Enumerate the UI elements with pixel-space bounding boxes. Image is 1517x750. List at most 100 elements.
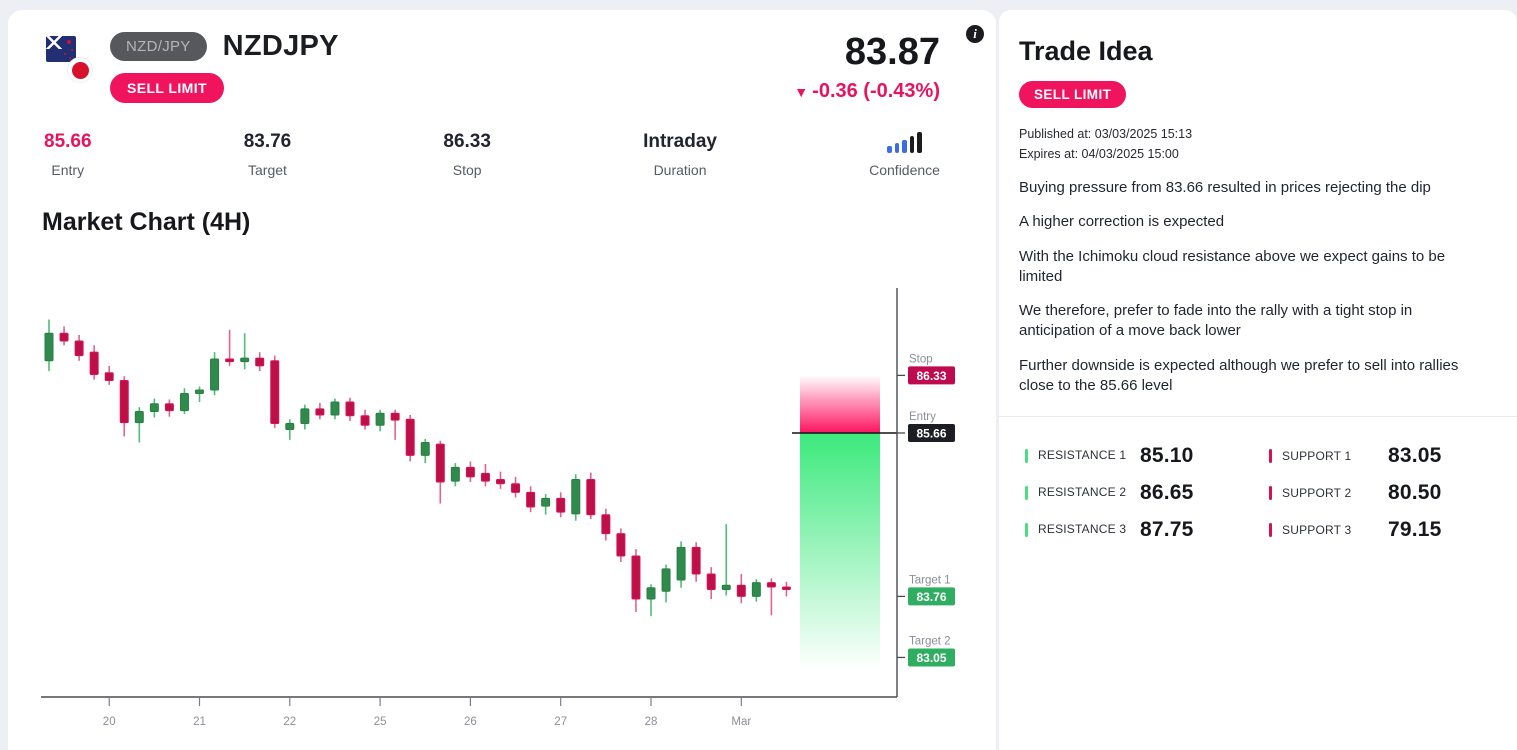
- x-tick-label: 21: [193, 716, 206, 728]
- pair-badge: NZD/JPY: [110, 32, 207, 61]
- candle-body: [781, 586, 791, 591]
- level-value: 80.50: [1388, 480, 1442, 504]
- reward-zone: [800, 433, 880, 670]
- support-tick-icon: [1269, 448, 1272, 463]
- stat-value: 83.76: [243, 131, 292, 152]
- candle-body: [646, 587, 656, 600]
- candle-body: [661, 568, 671, 592]
- level-value: 87.75: [1140, 517, 1194, 541]
- level-badge: [908, 587, 955, 606]
- level-label: SUPPORT 3: [1282, 522, 1352, 537]
- support-resistance-grid: RESISTANCE 1 85.10 SUPPORT 1 83.05 RESISTANC…: [1019, 439, 1493, 546]
- candle-body: [315, 408, 325, 416]
- resistance-tick-icon: [1025, 522, 1028, 537]
- levels-divider: [999, 416, 1517, 417]
- confidence-bar: [887, 146, 892, 153]
- info-icon[interactable]: i: [966, 25, 984, 43]
- candle-body: [405, 418, 415, 456]
- x-tick-label: 27: [554, 716, 567, 728]
- candle-body: [360, 415, 370, 426]
- x-tick-label: 25: [374, 716, 387, 728]
- level-name: Stop: [909, 353, 933, 365]
- support-row: SUPPORT 3 79.15: [1269, 513, 1493, 546]
- level-value: 86.33: [916, 369, 946, 383]
- candle-body: [300, 408, 310, 425]
- candle-body: [526, 491, 536, 508]
- candle-body: [270, 360, 280, 425]
- candle-body: [496, 478, 505, 485]
- stat-label: Target: [248, 162, 287, 178]
- currency-pair-flags: [46, 36, 94, 82]
- candle-body: [375, 412, 385, 426]
- stat-value: 85.66: [44, 131, 92, 152]
- symbol-title: NZDJPY: [222, 30, 339, 62]
- resistance-row: RESISTANCE 1 85.10: [1025, 439, 1265, 472]
- support-tick-icon: [1269, 522, 1272, 537]
- change-value: -0.36 (-0.43%): [812, 79, 940, 102]
- stat-target: 83.76 Target: [244, 131, 292, 178]
- level-badge: [908, 648, 955, 667]
- x-tick-label: 26: [464, 716, 477, 728]
- trade-idea-order-type-badge: SELL LIMIT: [1019, 81, 1127, 108]
- candle-body: [164, 403, 174, 412]
- order-type-badge: SELL LIMIT: [110, 73, 224, 103]
- candle-body: [74, 340, 84, 357]
- candle-body: [450, 466, 460, 482]
- stat-confidence: Confidence: [869, 131, 940, 178]
- instrument-header: NZD/JPY NZDJPY SELL LIMIT 83.87 ▼ -0.36 (…: [8, 10, 996, 103]
- stat-duration: Intraday Duration: [643, 131, 717, 178]
- candle-body: [706, 573, 716, 591]
- published-at: Published at: 03/03/2025 15:13: [1019, 127, 1193, 141]
- support-row: SUPPORT 2 80.50: [1269, 476, 1493, 509]
- candle-body: [195, 389, 204, 394]
- candle-body: [225, 358, 235, 363]
- candle-body: [345, 401, 355, 417]
- level-value: 86.65: [1140, 480, 1194, 504]
- candle-body: [240, 357, 250, 363]
- stats-row: 85.66 Entry 83.76 Target 86.33 Stop Intraday Du…: [8, 131, 996, 178]
- stat-value: Intraday: [643, 131, 717, 152]
- candle-body: [721, 584, 731, 591]
- level-value: 85.66: [916, 427, 946, 441]
- market-chart-svg[interactable]: 20 21 22 25 26 27 28 Mar Stop 86.33 Entry 85.66 Targ…: [8, 250, 996, 750]
- stat-label: Stop: [452, 162, 482, 178]
- last-price: 83.87: [844, 31, 940, 73]
- candle-body: [586, 478, 596, 516]
- chart-title: Market Chart (4H): [42, 208, 251, 236]
- candle-body: [751, 582, 761, 597]
- trade-idea-paragraph: Buying pressure from 83.66 resulted in p…: [1019, 179, 1431, 196]
- stat-value: 86.33: [443, 131, 491, 152]
- level-label: RESISTANCE 2: [1038, 484, 1127, 499]
- level-name: Target 1: [909, 574, 951, 586]
- trade-idea-paragraph: Further downside is expected although we…: [1019, 356, 1459, 394]
- stat-label: Entry: [51, 162, 85, 178]
- trade-idea-paragraph: With the Ichimoku cloud resistance above…: [1019, 247, 1446, 285]
- japan-flag-icon: [68, 58, 92, 82]
- candle-body: [480, 472, 490, 482]
- candle-body: [134, 411, 144, 424]
- expires-at: Expires at: 04/03/2025 15:00: [1019, 147, 1179, 161]
- candle-body: [255, 357, 265, 367]
- candle-body: [89, 351, 99, 376]
- support-tick-icon: [1269, 485, 1272, 500]
- candle-body: [616, 533, 626, 557]
- candle-body: [285, 423, 295, 431]
- new-zealand-flag-icon: [46, 36, 76, 62]
- down-arrow-icon: ▼: [794, 83, 809, 100]
- risk-zone: [800, 375, 880, 433]
- candle-body: [390, 412, 400, 421]
- level-label: SUPPORT 1: [1282, 448, 1352, 463]
- candle-body: [571, 478, 581, 515]
- level-value: 85.10: [1140, 443, 1194, 467]
- level-name: Target 2: [909, 635, 951, 647]
- confidence-bars-icon: [869, 131, 940, 153]
- candle-body: [330, 401, 340, 416]
- level-value: 79.15: [1388, 517, 1442, 541]
- candle-body: [766, 582, 776, 588]
- candle-body: [435, 443, 445, 483]
- level-label: RESISTANCE 3: [1038, 521, 1127, 536]
- trade-idea-paragraph: A higher correction is expected: [1019, 213, 1225, 231]
- candle-body: [736, 584, 746, 597]
- candle-body: [44, 332, 54, 362]
- x-tick-label: 28: [645, 716, 658, 728]
